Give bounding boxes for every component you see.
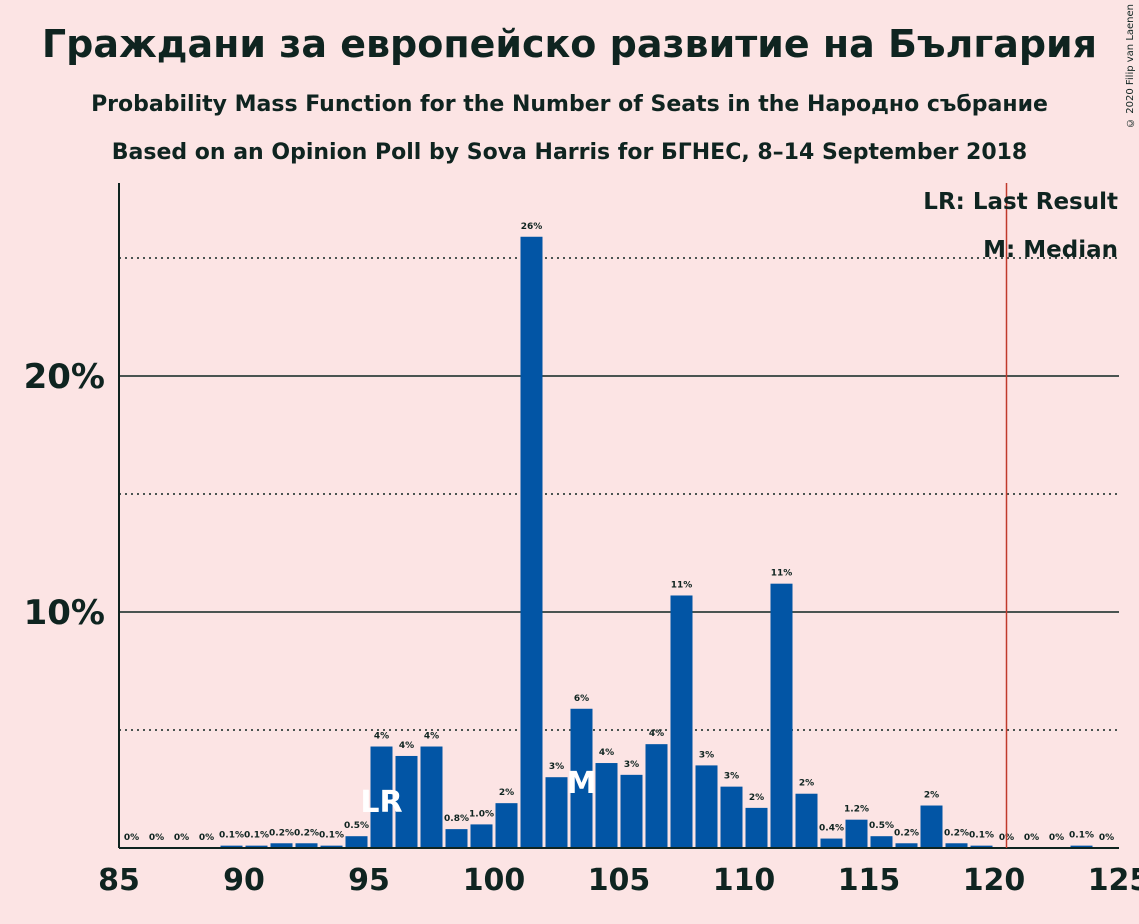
bar [845, 819, 868, 848]
bar-value-label: 2% [499, 788, 514, 798]
bar-value-label: 1.0% [469, 809, 494, 819]
bar [445, 829, 468, 848]
last-result-marker: LR [360, 785, 402, 820]
bar-value-label: 2% [924, 791, 939, 801]
x-tick-label: 125 [1088, 863, 1139, 898]
bar-value-label: 0.1% [219, 831, 244, 841]
axis-ticks: 85 90 95 100 105 110 115 120 125 10% 20% [24, 357, 1139, 898]
x-tick-label: 115 [838, 863, 901, 898]
legend-last-result: LR: Last Result [923, 189, 1118, 215]
bar [370, 746, 393, 848]
bar-value-label: 0.2% [294, 828, 319, 838]
bar-value-label: 4% [399, 741, 414, 751]
bar [470, 824, 493, 848]
bar [320, 845, 343, 848]
grid-lines [119, 257, 1119, 731]
bar-value-label: 3% [624, 760, 639, 770]
bar [520, 236, 543, 848]
bar-value-label: 0.1% [244, 831, 269, 841]
bar-value-label: 0% [199, 833, 214, 843]
bar-value-label: 4% [424, 732, 439, 742]
legend-median: M: Median [983, 237, 1118, 263]
bar-value-label: 2% [799, 779, 814, 789]
bar [1070, 845, 1093, 848]
bars [220, 236, 1093, 848]
x-tick-label: 100 [463, 863, 526, 898]
chart-source: Based on an Opinion Poll by Sova Harris … [111, 140, 1028, 165]
bar [820, 838, 843, 848]
bar [645, 744, 668, 848]
bar [895, 843, 918, 848]
bar-value-label: 0.2% [944, 828, 969, 838]
bar-value-label: 4% [649, 729, 664, 739]
bar [920, 805, 943, 848]
bar-value-label: 26% [521, 222, 543, 232]
bar-value-label: 11% [671, 580, 693, 590]
axes [118, 183, 1119, 849]
bar-labels: 0% 0% 0% 0% 0.1% 0.1% 0.2% 0.2% 0.1%0.5%4%4%4%0.… [124, 222, 1114, 843]
bar [420, 746, 443, 848]
x-tick-label: 105 [588, 863, 651, 898]
bar [695, 765, 718, 848]
bar [570, 708, 593, 848]
bar-value-label: 11% [771, 569, 793, 579]
bar [770, 583, 793, 848]
x-tick-label: 95 [348, 863, 390, 898]
bar-value-label: 0% [1099, 833, 1114, 843]
x-tick-label: 90 [223, 863, 265, 898]
bar-value-label: 0.1% [1069, 831, 1094, 841]
bar [295, 843, 318, 848]
bar-value-label: 0.1% [319, 831, 344, 841]
bar [745, 807, 768, 848]
bar [395, 755, 418, 848]
x-tick-label: 120 [963, 863, 1026, 898]
bar-value-label: 0% [1049, 833, 1064, 843]
y-tick-label: 20% [24, 357, 105, 397]
bar-value-label: 0% [149, 833, 164, 843]
bar [220, 845, 243, 848]
median-marker: M [567, 766, 597, 801]
bar-value-label: 0.2% [894, 828, 919, 838]
bar-value-label: 0.8% [444, 814, 469, 824]
x-tick-label: 110 [713, 863, 776, 898]
bar-value-label: 0.5% [869, 821, 894, 831]
bar-value-label: 4% [374, 732, 389, 742]
markers: LR M [360, 183, 1008, 848]
bar [245, 845, 268, 848]
bar-value-label: 0.4% [819, 824, 844, 834]
legend: LR: Last Result M: Median [923, 189, 1118, 263]
bar-value-label: 0% [124, 833, 139, 843]
bar [870, 836, 893, 848]
bar [620, 774, 643, 848]
bar-value-label: 0.2% [269, 828, 294, 838]
chart-title: Граждани за европейско развитие на Бълга… [41, 22, 1098, 66]
bar-value-label: 0% [174, 833, 189, 843]
chart-subtitle: Probability Mass Function for the Number… [91, 92, 1048, 117]
bar [720, 786, 743, 848]
bar-value-label: 0.1% [969, 831, 994, 841]
bar-value-label: 1.2% [844, 805, 869, 815]
bar-value-label: 3% [549, 762, 564, 772]
bar-value-label: 3% [699, 750, 714, 760]
y-tick-label: 10% [24, 593, 105, 633]
bar [795, 793, 818, 848]
bar-value-label: 0.5% [344, 821, 369, 831]
bar-value-label: 2% [749, 793, 764, 803]
bar [595, 763, 618, 848]
bar [945, 843, 968, 848]
bar [970, 845, 993, 848]
x-tick-label: 85 [98, 863, 140, 898]
bar-value-label: 4% [599, 748, 614, 758]
bar [670, 595, 693, 848]
bar [495, 803, 518, 848]
bar-value-label: 6% [574, 694, 589, 704]
bar [270, 843, 293, 848]
bar-value-label: 0% [1024, 833, 1039, 843]
bar-value-label: 3% [724, 772, 739, 782]
bar [545, 777, 568, 848]
bar [345, 836, 368, 848]
